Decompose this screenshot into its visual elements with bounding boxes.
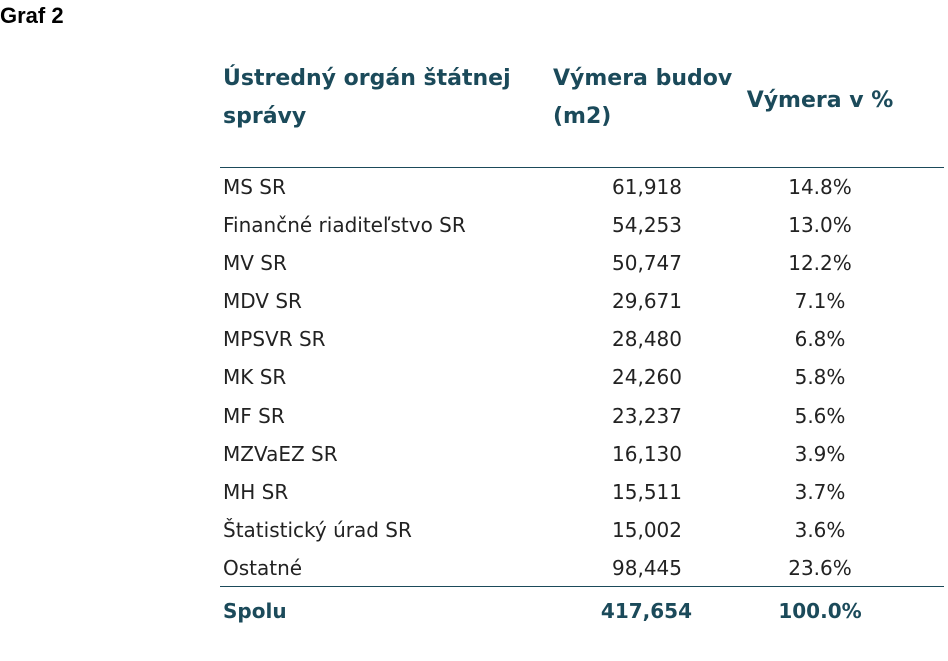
- row-organ: MPSVR SR: [223, 327, 326, 352]
- row-percent: 6.8%: [794, 327, 846, 352]
- row-organ: MF SR: [223, 403, 285, 428]
- row-organ: Finančné riaditeľstvo SR: [223, 213, 466, 238]
- row-area: 24,260: [612, 365, 682, 390]
- total-label: Spolu: [223, 599, 287, 623]
- row-area: 50,747: [612, 251, 682, 276]
- row-percent: 3.6%: [794, 517, 846, 542]
- row-area: 29,671: [612, 289, 682, 314]
- row-percent: 7.1%: [794, 289, 846, 314]
- row-area: 28,480: [612, 327, 682, 352]
- total-area: 417,654: [600, 599, 692, 623]
- row-area: 23,237: [612, 403, 682, 428]
- total-divider: [220, 586, 944, 587]
- row-organ: MDV SR: [223, 289, 302, 314]
- total-row: Spolu 417,654 100.0%: [220, 592, 944, 630]
- row-percent: 5.6%: [794, 403, 846, 428]
- row-percent: 3.9%: [794, 441, 846, 466]
- table-row: MF SR 23,237 5.6%: [220, 397, 944, 435]
- table-row: MPSVR SR 28,480 6.8%: [220, 320, 944, 358]
- row-organ: MZVaEZ SR: [223, 441, 338, 466]
- table-row: MH SR 15,511 3.7%: [220, 473, 944, 511]
- row-area: 98,445: [612, 555, 682, 580]
- column-header-area: Výmera budov (m2): [553, 66, 733, 129]
- row-area: 15,511: [612, 479, 682, 504]
- table-row: MS SR 61,918 14.8%: [220, 168, 944, 206]
- data-table: Ústredný orgán štátnej správy Výmera bud…: [220, 0, 944, 661]
- row-percent: 3.7%: [794, 479, 846, 504]
- row-organ: Štatistický úrad SR: [223, 517, 412, 542]
- table-row: Finančné riaditeľstvo SR 54,253 13.0%: [220, 206, 944, 244]
- table-row: Ostatné 98,445 23.6%: [220, 549, 944, 587]
- column-header-percent: Výmera v %: [746, 88, 894, 113]
- row-percent: 5.8%: [794, 365, 846, 390]
- total-percent: 100.0%: [778, 599, 862, 623]
- row-organ: Ostatné: [223, 555, 303, 580]
- row-organ: MV SR: [223, 251, 287, 276]
- row-percent: 23.6%: [788, 555, 852, 580]
- table-row: MV SR 50,747 12.2%: [220, 244, 944, 282]
- figure-label: Graf 2: [0, 3, 64, 28]
- row-area: 15,002: [612, 517, 682, 542]
- table-row: Štatistický úrad SR 15,002 3.6%: [220, 511, 944, 549]
- table-body: MS SR 61,918 14.8% Finančné riaditeľstvo SR…: [220, 168, 944, 587]
- table-row: MZVaEZ SR 16,130 3.9%: [220, 435, 944, 473]
- row-percent: 12.2%: [788, 251, 852, 276]
- row-area: 61,918: [612, 175, 682, 199]
- row-percent: 13.0%: [788, 213, 852, 238]
- header-divider: [220, 167, 944, 168]
- row-organ: MH SR: [223, 479, 289, 504]
- row-percent: 14.8%: [788, 175, 852, 199]
- row-area: 16,130: [612, 441, 682, 466]
- row-organ: MS SR: [223, 175, 286, 199]
- row-organ: MK SR: [223, 365, 287, 390]
- table-row: MK SR 24,260 5.8%: [220, 358, 944, 396]
- column-header-organ: Ústredný orgán štátnej správy: [223, 66, 511, 129]
- table-row: MDV SR 29,671 7.1%: [220, 282, 944, 320]
- row-area: 54,253: [612, 213, 682, 238]
